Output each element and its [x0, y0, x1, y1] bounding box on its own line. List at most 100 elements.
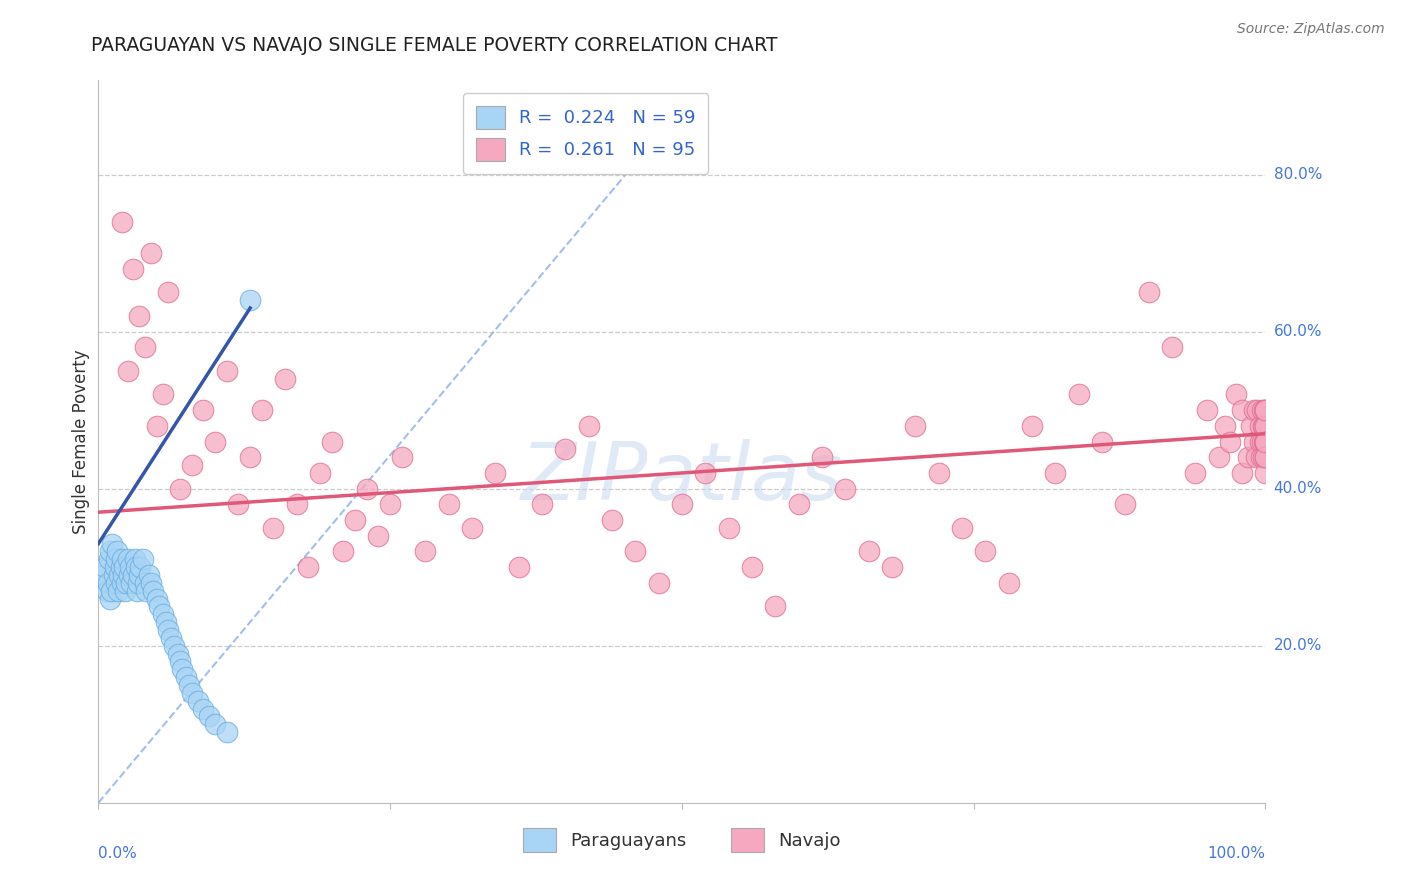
Point [1253, 418, 1275, 433]
Point [124, 552, 146, 566]
Point [250, 403, 273, 417]
Point [391, 450, 413, 465]
Point [148, 599, 170, 614]
Point [239, 450, 262, 465]
Point [356, 482, 378, 496]
Point [1249, 418, 1271, 433]
Point [94, 560, 117, 574]
Point [741, 560, 763, 574]
Point [1230, 403, 1253, 417]
Point [111, 575, 134, 590]
Point [1251, 450, 1274, 465]
Point [1240, 418, 1263, 433]
Point [103, 568, 125, 582]
Point [155, 615, 177, 630]
Point [128, 309, 150, 323]
Point [671, 497, 693, 511]
Point [157, 623, 180, 637]
Point [1243, 403, 1265, 417]
Point [115, 575, 138, 590]
Point [198, 709, 221, 723]
Point [1021, 418, 1043, 433]
Point [1219, 434, 1241, 449]
Point [1251, 403, 1274, 417]
Point [554, 442, 576, 457]
Point [1251, 418, 1274, 433]
Point [120, 575, 142, 590]
Point [93, 568, 115, 582]
Point [97, 575, 120, 590]
Point [146, 591, 169, 606]
Point [138, 568, 160, 582]
Point [997, 575, 1019, 590]
Point [139, 246, 162, 260]
Point [332, 544, 354, 558]
Point [114, 583, 136, 598]
Text: 100.0%: 100.0% [1208, 847, 1265, 861]
Point [811, 450, 834, 465]
Text: ZIPatlas: ZIPatlas [520, 439, 844, 516]
Point [101, 536, 124, 550]
Point [484, 466, 506, 480]
Point [1254, 434, 1277, 449]
Point [1254, 403, 1277, 417]
Point [437, 497, 460, 511]
Point [239, 293, 262, 308]
Point [180, 686, 202, 700]
Point [1137, 285, 1160, 300]
Point [309, 466, 332, 480]
Text: PARAGUAYAN VS NAVAJO SINGLE FEMALE POVERTY CORRELATION CHART: PARAGUAYAN VS NAVAJO SINGLE FEMALE POVER… [91, 36, 778, 54]
Point [717, 521, 740, 535]
Point [108, 568, 131, 582]
Point [118, 560, 141, 574]
Point [285, 497, 308, 511]
Point [904, 418, 927, 433]
Point [172, 662, 194, 676]
Point [578, 418, 600, 433]
Point [1045, 466, 1067, 480]
Text: Source: ZipAtlas.com: Source: ZipAtlas.com [1237, 22, 1385, 37]
Point [1254, 450, 1277, 465]
Point [111, 214, 134, 228]
Point [1067, 387, 1090, 401]
Point [157, 285, 180, 300]
Point [98, 544, 121, 558]
Point [104, 575, 127, 590]
Point [169, 655, 191, 669]
Point [152, 607, 174, 622]
Point [117, 364, 139, 378]
Point [122, 261, 145, 276]
Point [204, 434, 226, 449]
Point [112, 560, 135, 574]
Point [1254, 466, 1277, 480]
Point [624, 544, 647, 558]
Point [1208, 450, 1230, 465]
Point [118, 568, 141, 582]
Point [104, 552, 127, 566]
Point [413, 544, 436, 558]
Point [297, 560, 319, 574]
Point [215, 364, 238, 378]
Point [1230, 466, 1253, 480]
Point [174, 670, 197, 684]
Point [1161, 340, 1184, 354]
Point [1254, 450, 1277, 465]
Point [180, 458, 202, 472]
Point [125, 560, 148, 574]
Point [179, 678, 201, 692]
Point [127, 575, 149, 590]
Text: 20.0%: 20.0% [1274, 639, 1322, 653]
Point [128, 568, 150, 582]
Point [530, 497, 553, 511]
Point [1225, 387, 1247, 401]
Point [98, 591, 121, 606]
Point [139, 575, 162, 590]
Point [135, 583, 157, 598]
Point [166, 647, 188, 661]
Point [159, 631, 181, 645]
Text: 60.0%: 60.0% [1274, 324, 1322, 339]
Point [763, 599, 786, 614]
Point [105, 544, 128, 558]
Y-axis label: Single Female Poverty: Single Female Poverty [72, 350, 90, 533]
Point [695, 466, 717, 480]
